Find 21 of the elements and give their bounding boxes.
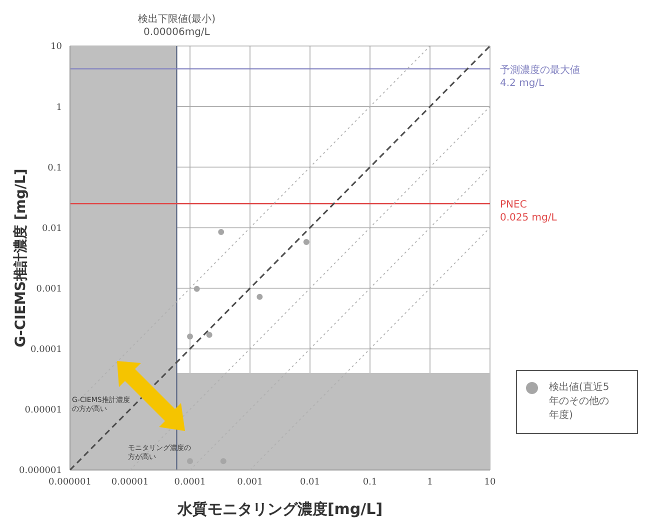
ref-line-label: 検出下限値(最小) 0.00006mg/L — [138, 13, 216, 38]
x-tick-label: 0.0001 — [174, 477, 206, 488]
ref-line-label: 予測濃度の最大値 4.2 mg/L — [500, 64, 580, 89]
y-tick-label: 0.01 — [42, 224, 62, 234]
y-tick-label: 10 — [50, 42, 62, 52]
x-tick-label: 0.01 — [300, 477, 320, 488]
x-tick-label: 10 — [484, 477, 496, 488]
y-tick-label: 0.001 — [36, 284, 62, 294]
y-tick-label: 0.1 — [48, 163, 62, 174]
y-tick-label: 0.000001 — [19, 466, 62, 476]
y-axis-title: G-CIEMS推計濃度 [mg/L] — [12, 168, 29, 348]
legend-label: 検出値(直近5年のその他の年度) — [549, 381, 610, 423]
y-tick-label: 0.0001 — [30, 345, 62, 356]
x-axis-title: 水質モニタリング濃度[mg/L] — [176, 500, 383, 518]
x-tick-label: 0.001 — [237, 477, 263, 488]
x-tick-label: 0.1 — [362, 477, 378, 488]
ref-line-label: PNEC 0.025 mg/L — [500, 200, 558, 224]
y-tick-label: 0.00001 — [24, 406, 62, 416]
x-tick-label: 0.00001 — [111, 477, 149, 488]
x-tick-label: 1 — [427, 477, 433, 488]
y-tick-label: 1 — [56, 102, 62, 113]
